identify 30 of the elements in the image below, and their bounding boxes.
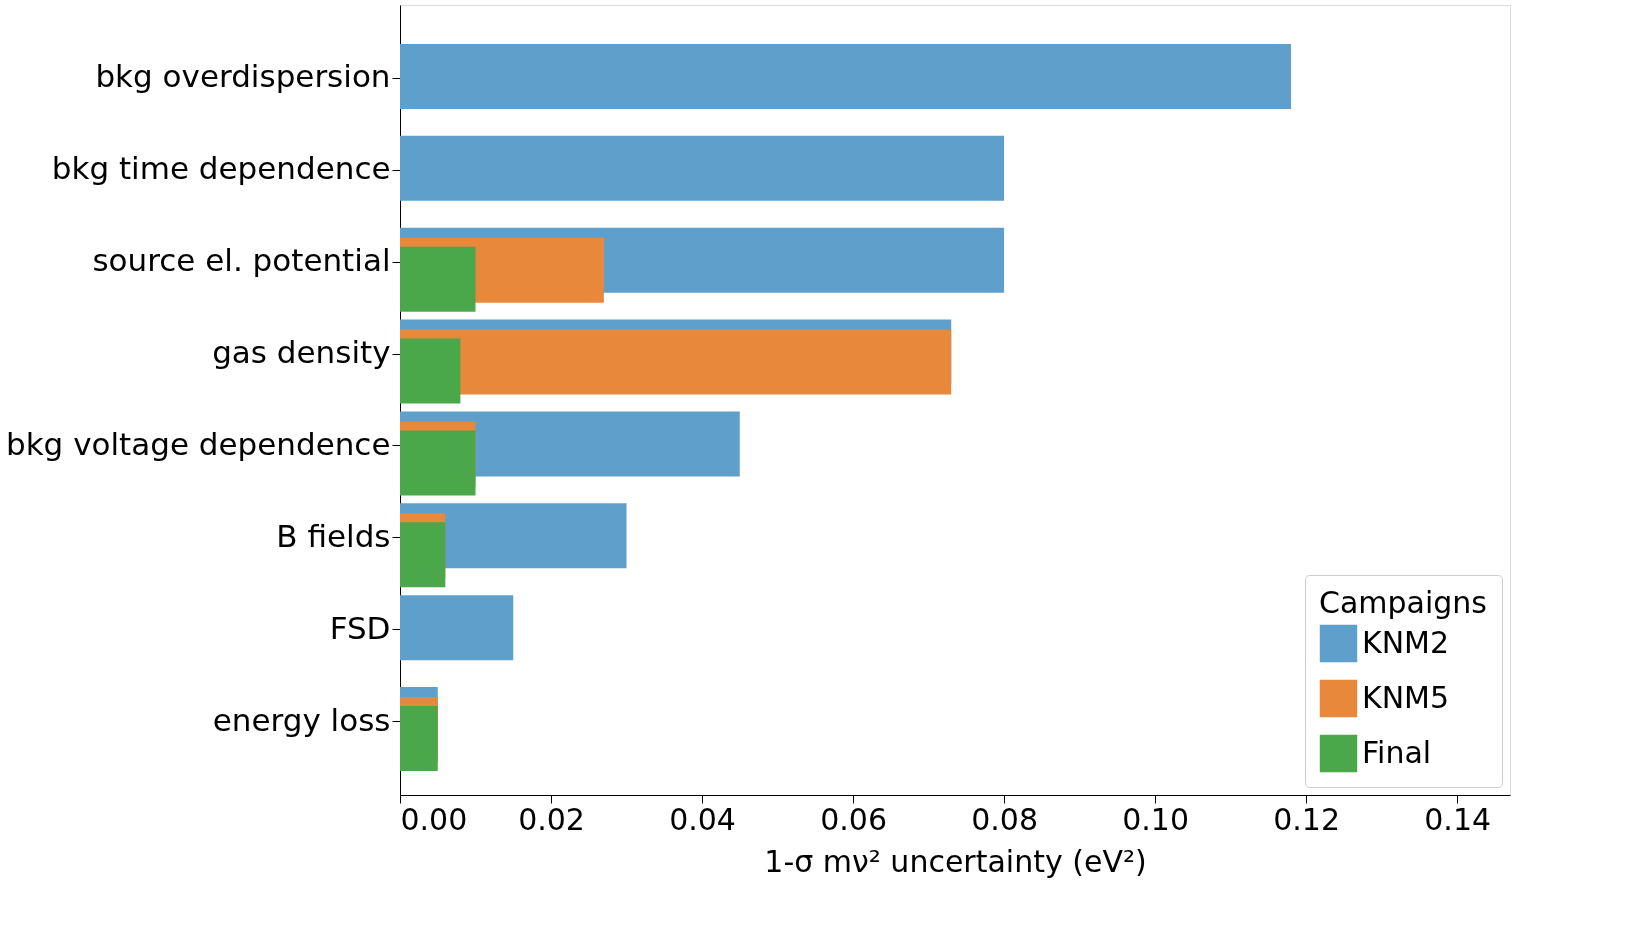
x-tick-label: 0.06 <box>820 801 887 837</box>
bar <box>400 329 952 395</box>
x-tick-label: 0.04 <box>669 801 736 837</box>
x-axis-title: 1-σ mν² uncertainty (eV²) <box>764 843 1147 879</box>
y-tick-label: bkg time dependence <box>51 150 391 187</box>
y-tick-label: B fields <box>276 517 391 554</box>
bar <box>400 246 476 312</box>
x-tick-label: 0.10 <box>1122 801 1189 837</box>
bar <box>400 43 1292 109</box>
bar <box>400 595 514 661</box>
legend-label: Final <box>1362 734 1432 770</box>
y-tick-label: source el. potential <box>92 242 391 279</box>
bar <box>400 135 1005 201</box>
bar <box>400 706 438 772</box>
x-tick-label: 0.00 <box>400 801 468 837</box>
x-tick-label: 0.08 <box>971 801 1038 837</box>
legend-title: Campaigns <box>1319 585 1488 620</box>
y-tick-label: bkg voltage dependence <box>5 425 391 462</box>
legend-label: KNM2 <box>1362 624 1450 660</box>
bar <box>400 338 461 404</box>
y-tick-label: gas density <box>212 334 391 371</box>
x-tick-label: 0.02 <box>518 801 585 837</box>
y-tick-label: energy loss <box>212 701 391 738</box>
legend-label: KNM5 <box>1362 679 1450 715</box>
y-tick-label: FSD <box>329 609 391 646</box>
y-tick-label: bkg overdispersion <box>95 58 391 95</box>
bar <box>400 430 476 496</box>
bar <box>400 522 446 588</box>
x-tick-label: 0.14 <box>1424 801 1492 837</box>
x-tick-label: 0.12 <box>1273 801 1341 837</box>
